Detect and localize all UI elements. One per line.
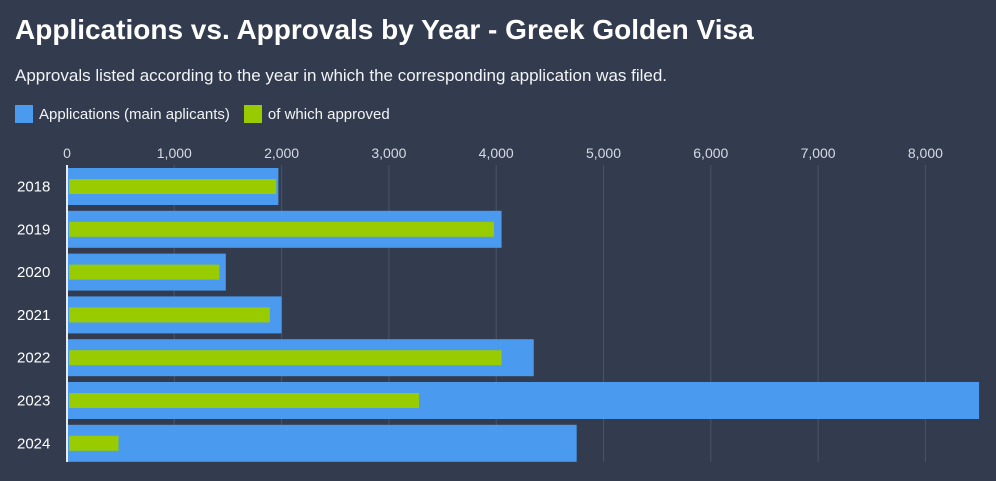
chart-title: Applications vs. Approvals by Year - Gre…: [15, 14, 754, 45]
x-tick-label: 3,000: [371, 145, 406, 161]
legend-label-applications: Applications (main aplicants): [39, 105, 230, 123]
x-tick-label: 8,000: [908, 145, 943, 161]
y-category-label: 2019: [17, 221, 50, 238]
y-category-label: 2022: [17, 350, 50, 367]
legend-swatch-applications: [15, 105, 33, 123]
x-tick-label: 5,000: [586, 145, 621, 161]
y-category-label: 2018: [17, 179, 50, 196]
legend: Applications (main aplicants) of which a…: [15, 105, 404, 123]
legend-swatch-approved: [243, 105, 262, 123]
bar-approved: [69, 350, 502, 366]
bar-applications: [67, 424, 577, 462]
legend-label-approved: of which approved: [267, 105, 390, 123]
bar-approved: [69, 221, 495, 237]
x-tick-label: 1,000: [157, 145, 192, 161]
y-category-label: 2023: [17, 393, 50, 410]
y-category-label: 2021: [17, 307, 50, 324]
x-tick-label: 4,000: [479, 145, 514, 161]
legend-item-approved: of which approved: [243, 105, 390, 123]
x-tick-label: 0: [63, 145, 71, 161]
x-tick-label: 6,000: [693, 145, 728, 161]
bar-approved: [69, 393, 419, 408]
x-tick-label: 7,000: [801, 145, 836, 161]
y-category-label: 2020: [17, 264, 50, 281]
x-tick-label: 2,000: [264, 145, 299, 161]
bar-approved: [69, 435, 119, 451]
bar-approved: [69, 307, 270, 323]
chart-subtitle: Approvals listed according to the year i…: [15, 66, 668, 85]
bar-approved: [69, 179, 277, 194]
legend-item-applications: Applications (main aplicants): [15, 105, 230, 123]
y-category-label: 2024: [17, 435, 50, 452]
bar-approved: [69, 264, 220, 280]
